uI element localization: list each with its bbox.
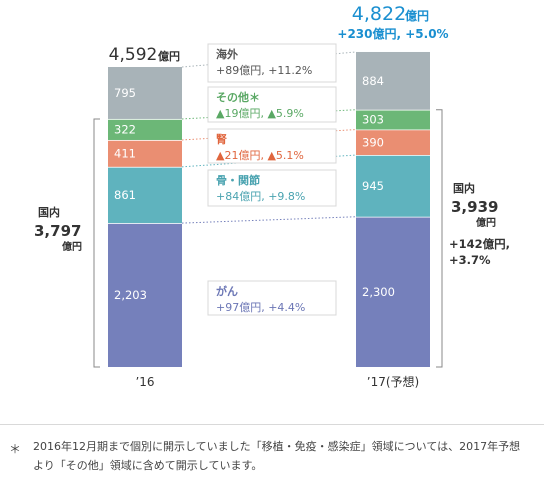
domestic-title-2017: 国内: [453, 181, 475, 195]
change-box-text: +89億円, +11.2%: [216, 64, 312, 77]
footnote-text: 2016年12月期まで個別に開示していました「移植・免疫・感染症」領域については…: [33, 440, 521, 472]
bar-segment-item-0: [108, 223, 182, 367]
bar-segment-item-1: [356, 216, 430, 367]
total-label-2017: 4,822: [352, 3, 406, 25]
bar-value-label: 322: [114, 122, 136, 136]
change-box-title: 腎: [216, 133, 227, 146]
domestic-value-2017: 3,939: [451, 198, 498, 216]
bar-value-label: 390: [362, 135, 384, 149]
domestic-bracket-2016: [93, 118, 100, 368]
bar-value-label: 2,300: [362, 285, 395, 299]
bar-value-label: 303: [362, 113, 384, 127]
bar-value-label: 2,203: [114, 288, 147, 302]
change-box-text: ▲19億円, ▲5.9%: [216, 107, 304, 120]
bar-value-label: 411: [114, 146, 136, 160]
bar-segment-item-1: [356, 155, 430, 217]
total-change-2017: +230億円, +5.0%: [337, 26, 448, 41]
total-unit-2017: 億円: [405, 8, 429, 23]
change-box-item: [207, 86, 337, 123]
footnote-mark: ＊: [9, 442, 22, 456]
total-unit-2016: 億円: [158, 49, 180, 63]
change-box-text: +97億円, +4.4%: [216, 301, 305, 314]
change-box-item: [207, 280, 337, 316]
bar-segment-item-1: [356, 51, 430, 110]
bar-segment-item-1: [356, 109, 430, 130]
bar-segment-item-0: [108, 118, 182, 140]
domestic-title-2016: 国内: [38, 205, 60, 219]
domestic-unit-2017: 億円: [476, 216, 496, 229]
bar-segment-item-0: [108, 166, 182, 224]
change-box-text: ▲21億円, ▲5.1%: [216, 149, 304, 162]
category-label: ’16: [135, 375, 154, 389]
bar-value-label: 861: [114, 188, 136, 202]
change-box-item: [207, 169, 337, 207]
bar-value-label: 945: [362, 179, 384, 193]
change-box-title: 海外: [216, 47, 238, 61]
change-box-text: +84億円, +9.8%: [216, 190, 305, 203]
footnote: ＊ 2016年12月期まで個別に開示していました「移植・免疫・感染症」領域につい…: [0, 424, 544, 478]
stacked-bar-chart: 2,203 861 411 322 795 2,300 945 390 303 884 海外 +89億…: [34, 3, 510, 389]
change-box-item: [207, 128, 337, 164]
domestic-value-2016: 3,797: [34, 222, 81, 240]
domestic-unit-2016: 億円: [62, 240, 82, 253]
bar-segment-item-0: [108, 67, 182, 119]
connector-line-item: [181, 154, 357, 168]
change-box-title: がん: [216, 284, 238, 298]
category-label: ’17(予想): [367, 374, 419, 389]
change-box-title: その他＊: [216, 90, 260, 104]
change-box-title: 骨・関節: [216, 173, 260, 187]
connector-line-item: [181, 216, 357, 224]
bar-value-label: 884: [362, 74, 384, 88]
domestic-change-2017: +142億円,: [449, 237, 510, 251]
domestic-change-pct-2017: +3.7%: [449, 253, 491, 267]
bar-segment-item-0: [108, 139, 182, 167]
domestic-bracket-2017: [436, 109, 443, 368]
total-label-2016: 4,592: [109, 45, 158, 65]
bar-segment-item-1: [356, 129, 430, 156]
change-box-item: [207, 43, 337, 83]
bar-value-label: 795: [114, 86, 136, 100]
